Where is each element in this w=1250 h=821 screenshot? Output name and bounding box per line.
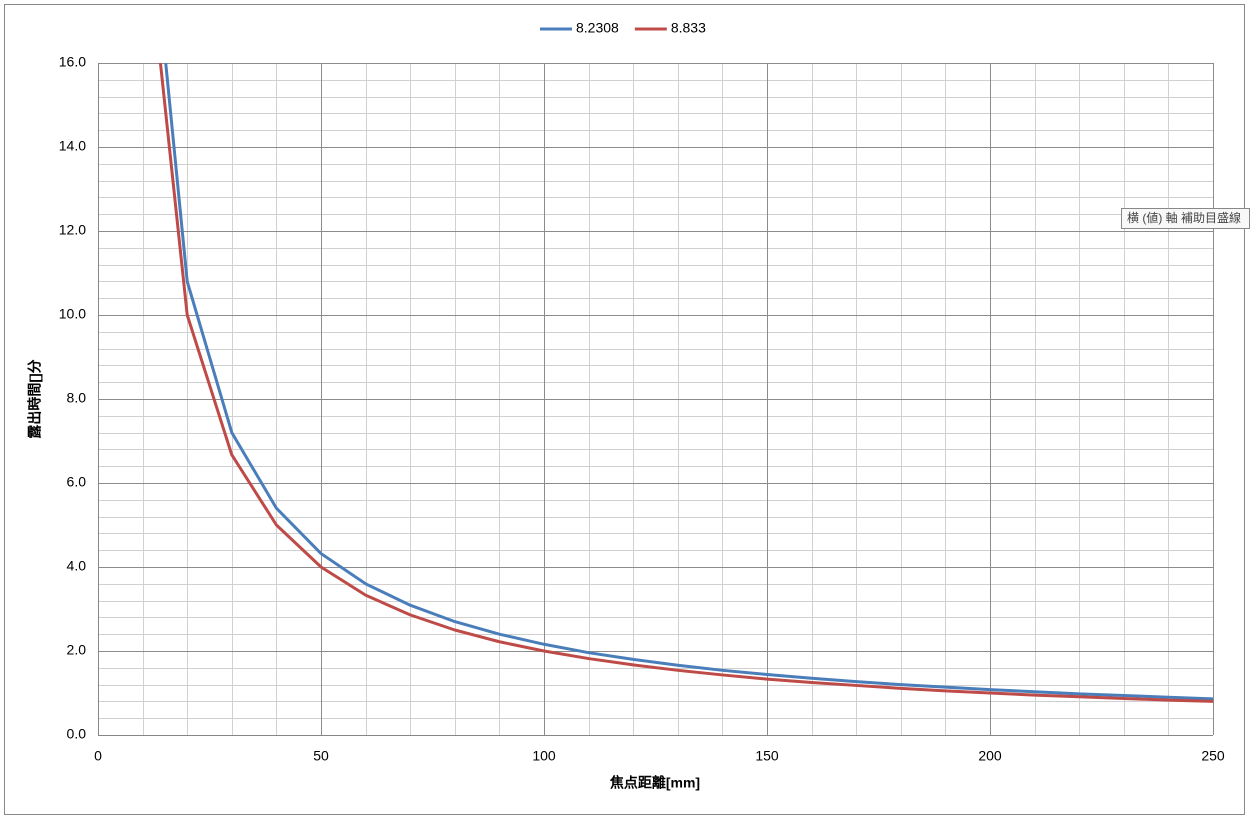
labels: 0.0 2.0 4.0 6.0 8.0 10.0 12.0 14.0 16.0 0 50 100 150… bbox=[59, 20, 1225, 764]
tooltip-text: 横 (値) 軸 補助目盛線 bbox=[1127, 210, 1241, 225]
y-tick-label: 12.0 bbox=[59, 222, 86, 238]
y-tick-label: 16.0 bbox=[59, 54, 86, 70]
grid bbox=[98, 63, 1214, 736]
x-axis-title: 焦点距離[mm] bbox=[609, 775, 700, 791]
series-line bbox=[164, 63, 1213, 701]
y-tick-label: 10.0 bbox=[59, 306, 86, 322]
x-tick-label: 250 bbox=[1201, 748, 1225, 764]
y-axis-title: 露出時間[]分 bbox=[27, 359, 43, 438]
x-tick-label: 200 bbox=[978, 748, 1002, 764]
legend-label: 8.833 bbox=[671, 20, 706, 36]
y-tick-label: 2.0 bbox=[67, 642, 87, 658]
y-tick-label: 0.0 bbox=[67, 726, 87, 742]
y-tick-label: 8.0 bbox=[67, 390, 87, 406]
x-tick-label: 150 bbox=[755, 748, 779, 764]
plot-lines bbox=[158, 63, 1213, 703]
y-tick-label: 6.0 bbox=[67, 474, 87, 490]
legend-label: 8.2308 bbox=[576, 20, 619, 36]
x-tick-label: 100 bbox=[532, 748, 556, 764]
series-line bbox=[158, 63, 1213, 703]
y-tick-label: 14.0 bbox=[59, 138, 86, 154]
x-tick-label: 50 bbox=[313, 748, 329, 764]
chart-border bbox=[4, 4, 1245, 815]
tooltip: 横 (値) 軸 補助目盛線 bbox=[1121, 208, 1250, 229]
x-tick-label: 0 bbox=[94, 748, 102, 764]
y-tick-label: 4.0 bbox=[67, 558, 87, 574]
